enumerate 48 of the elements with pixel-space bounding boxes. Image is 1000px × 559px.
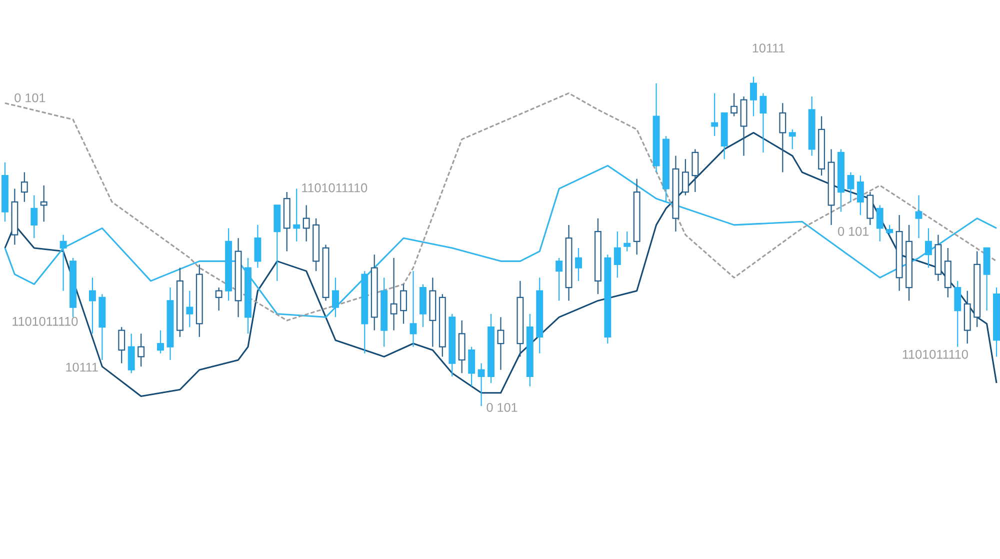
candlestick (556, 257, 563, 302)
candlestick (711, 92, 718, 137)
candlestick (954, 280, 962, 348)
annotation: 0 101 (14, 93, 46, 102)
text: 10111 (752, 44, 785, 53)
candlestick (614, 231, 621, 278)
annotation: 0 101 (486, 403, 518, 412)
candlestick (410, 270, 417, 348)
candlestick (876, 204, 884, 242)
candlestick (157, 330, 164, 354)
candlestick (118, 326, 126, 364)
candlestick (779, 102, 786, 173)
candlestick (254, 224, 262, 268)
candlestick (924, 228, 932, 268)
candlestick (215, 287, 222, 312)
candlestick (128, 333, 135, 374)
candlestick (692, 148, 699, 193)
candlestick (60, 234, 67, 292)
candlestick (788, 128, 796, 150)
annotation: 10111 (66, 362, 98, 372)
candlestick (390, 257, 398, 331)
annotation: 1101011110 (902, 350, 968, 359)
candlestick (760, 92, 767, 154)
candlestick (497, 316, 504, 370)
candlestick (730, 92, 738, 117)
candlestick (138, 333, 145, 368)
candlestick (293, 188, 300, 242)
candlestick (866, 191, 874, 226)
candlestick (40, 184, 48, 222)
candlestick (847, 172, 854, 202)
candlestick (88, 277, 96, 334)
annotation: 1101011110 (12, 316, 78, 326)
candlestick (886, 224, 894, 236)
candlestick (30, 194, 38, 239)
candlestick (186, 290, 194, 328)
candlestick (20, 172, 28, 202)
candlestick (468, 346, 476, 387)
annotation: 0 101 (838, 226, 869, 236)
annotation: 1101011110 (302, 183, 368, 192)
candlestick (856, 175, 864, 216)
candlestick (302, 204, 310, 242)
candlestick (750, 76, 757, 117)
candlestick (575, 247, 582, 282)
candlestick (624, 231, 631, 252)
candlestick (915, 194, 922, 239)
candlestick (682, 158, 689, 196)
candlestick (400, 284, 408, 324)
candlestick (478, 362, 485, 407)
